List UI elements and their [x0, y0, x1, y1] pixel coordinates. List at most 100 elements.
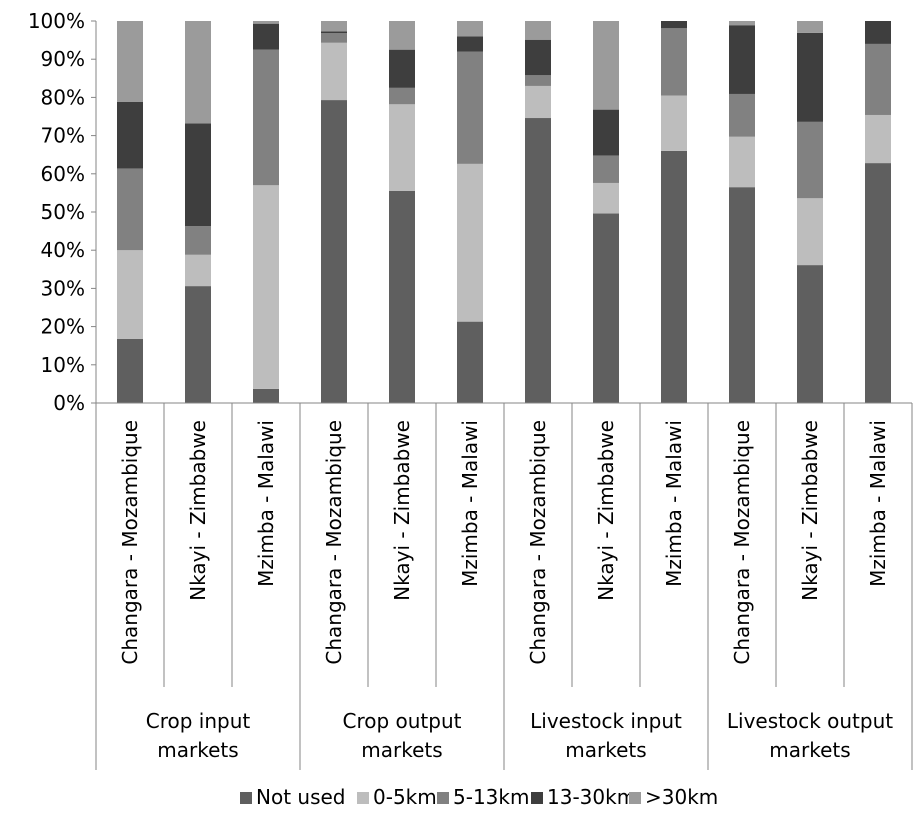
- bar-segment-30km-11: [797, 21, 823, 33]
- bar-segment-30km-10: [729, 21, 755, 26]
- bar-segment-not-used-6: [457, 321, 483, 403]
- x-category-label: Nkayi - Zimbabwe: [390, 420, 414, 601]
- y-tick-label: 10%: [41, 353, 85, 377]
- bar-segment-13-30km-5: [389, 49, 415, 88]
- bar-segment-5-13km-10: [729, 93, 755, 137]
- bar-segment-5-13km-11: [797, 121, 823, 199]
- bar-segment-13-30km-3: [253, 23, 279, 50]
- x-category-label: Mzimba - Malawi: [254, 420, 278, 587]
- bar-segment-not-used-8: [593, 213, 619, 403]
- y-tick-label: 0%: [53, 391, 85, 415]
- bar-segment-0-5km-3: [253, 185, 279, 389]
- x-category-labels: Changara - Mozambique Nkayi - Zimbabwe Mzi…: [118, 420, 890, 665]
- legend-label: 5-13km: [453, 785, 529, 809]
- legend-swatch: [240, 792, 252, 804]
- bar-segment-5-13km-2: [185, 226, 211, 255]
- x-group-label: Livestock input markets: [530, 709, 682, 762]
- bar-segment-5-13km-12: [865, 43, 891, 115]
- y-tick-label: 50%: [41, 200, 85, 224]
- y-tick-labels: 0% 10% 20% 30% 40% 50% 60% 70% 80% 90% 100%: [28, 9, 85, 415]
- y-tick-label: 60%: [41, 162, 85, 186]
- legend-item-5-13km: 5-13km: [437, 785, 529, 809]
- bar-segment-not-used-2: [185, 286, 211, 403]
- legend-item-not-used: Not used: [240, 785, 346, 809]
- x-group-label: Crop input markets: [146, 709, 251, 762]
- x-category-label: Changara - Mozambique: [322, 420, 346, 665]
- bar-segment-13-30km-11: [797, 32, 823, 122]
- legend: Not used 0-5km 5-13km 13-30km >30km: [240, 785, 718, 809]
- y-tick-label: 20%: [41, 315, 85, 339]
- bar-segment-30km-1: [117, 21, 143, 102]
- bar-segment-0-5km-1: [117, 250, 143, 339]
- x-category-label: Changara - Mozambique: [730, 420, 754, 665]
- x-category-label: Mzimba - Malawi: [662, 420, 686, 587]
- bar-segment-0-5km-4: [321, 42, 347, 101]
- bar-segment-0-5km-11: [797, 198, 823, 266]
- bar-segment-0-5km-12: [865, 114, 891, 164]
- bar-segment-0-5km-6: [457, 163, 483, 322]
- bar-segment-0-5km-5: [389, 104, 415, 191]
- bar-segment-13-30km-6: [457, 36, 483, 52]
- legend-swatch: [437, 792, 449, 804]
- bar-segment-not-used-5: [389, 190, 415, 403]
- x-category-label: Changara - Mozambique: [526, 420, 550, 665]
- bar-segment-0-5km-10: [729, 136, 755, 188]
- legend-item-30km: >30km: [629, 785, 718, 809]
- bar-segment-13-30km-8: [593, 109, 619, 156]
- x-category-label: Nkayi - Zimbabwe: [594, 420, 618, 601]
- x-category-label: Mzimba - Malawi: [458, 420, 482, 587]
- bar-segment-not-used-3: [253, 388, 279, 403]
- y-tick-label: 80%: [41, 85, 85, 109]
- bar-segment-13-30km-1: [117, 101, 143, 169]
- bar-segment-5-13km-1: [117, 168, 143, 251]
- bar-segment-not-used-11: [797, 265, 823, 403]
- bar-segment-30km-3: [253, 21, 279, 24]
- bar-segment-30km-7: [525, 21, 551, 40]
- y-tick-label: 100%: [28, 9, 85, 33]
- x-category-label: Changara - Mozambique: [118, 420, 142, 665]
- bar-segment-5-13km-4: [321, 33, 347, 43]
- bar-segment-13-30km-9: [661, 21, 687, 29]
- bar-segment-13-30km-12: [865, 21, 891, 44]
- bar-segment-5-13km-6: [457, 51, 483, 164]
- legend-label: Not used: [256, 785, 346, 809]
- bar-segment-5-13km-3: [253, 49, 279, 186]
- bar-segment-0-5km-2: [185, 254, 211, 287]
- legend-label: >30km: [645, 785, 718, 809]
- legend-item-13-30km: 13-30km: [531, 785, 636, 809]
- bar-segment-not-used-12: [865, 163, 891, 403]
- bar-segment-0-5km-9: [661, 95, 687, 151]
- bar-segment-not-used-7: [525, 118, 551, 403]
- bar-segment-13-30km-10: [729, 25, 755, 94]
- bar-segment-5-13km-9: [661, 28, 687, 96]
- bar-segment-30km-5: [389, 21, 415, 50]
- y-tick-label: 70%: [41, 124, 85, 148]
- bar-segment-30km-2: [185, 21, 211, 124]
- bar-segment-13-30km-2: [185, 123, 211, 227]
- bar-segment-30km-6: [457, 21, 483, 37]
- y-tick-label: 40%: [41, 238, 85, 262]
- bar-segment-0-5km-8: [593, 182, 619, 214]
- y-tick-label: 90%: [41, 47, 85, 71]
- y-tick-label: 30%: [41, 276, 85, 300]
- legend-label: 0-5km: [373, 785, 437, 809]
- bar-segment-5-13km-5: [389, 87, 415, 105]
- x-category-label: Nkayi - Zimbabwe: [798, 420, 822, 601]
- x-group-label: Crop output markets: [342, 709, 461, 762]
- x-group-label: Livestock output markets: [727, 709, 893, 762]
- x-category-label: Mzimba - Malawi: [866, 420, 890, 587]
- bar-segment-13-30km-4: [321, 31, 347, 34]
- bar-segment-not-used-10: [729, 187, 755, 403]
- bar-segment-not-used-4: [321, 100, 347, 403]
- x-category-label: Nkayi - Zimbabwe: [186, 420, 210, 601]
- bar-segment-not-used-1: [117, 338, 143, 403]
- legend-label: 13-30km: [547, 785, 636, 809]
- legend-swatch: [357, 792, 369, 804]
- axes-layer: [91, 20, 913, 770]
- bar-segment-13-30km-7: [525, 39, 551, 76]
- legend-item-0-5km: 0-5km: [357, 785, 437, 809]
- legend-swatch: [629, 792, 641, 804]
- bar-segment-30km-8: [593, 21, 619, 110]
- legend-swatch: [531, 792, 543, 804]
